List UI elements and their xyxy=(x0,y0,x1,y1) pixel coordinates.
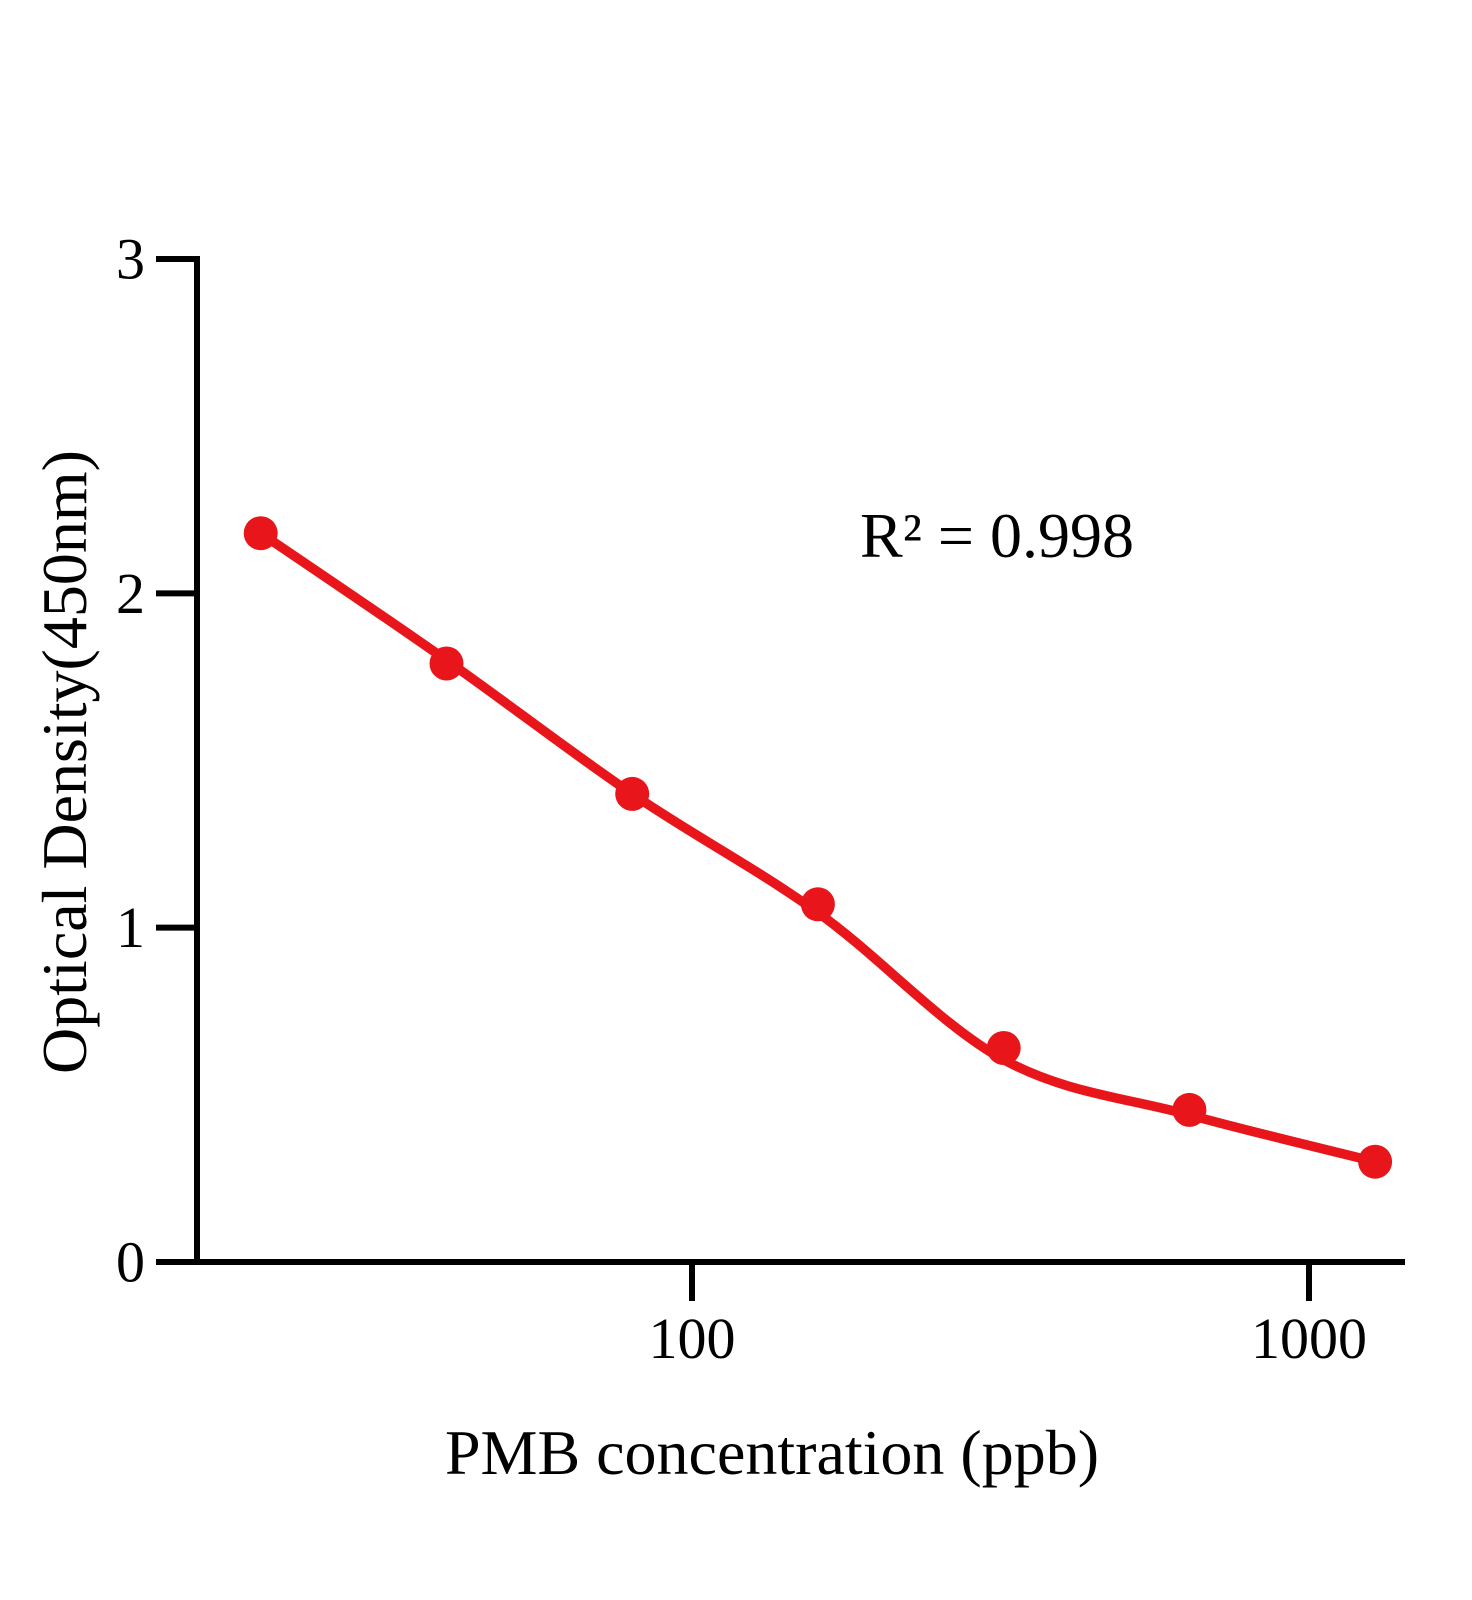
data-point xyxy=(615,776,650,811)
y-axis-title: Optical Density(450nm) xyxy=(29,450,100,1074)
y-tick-label: 0 xyxy=(116,1230,145,1295)
data-point xyxy=(986,1031,1021,1065)
data-point xyxy=(1358,1144,1393,1179)
y-tick-label: 3 xyxy=(116,227,145,292)
data-point xyxy=(1172,1092,1207,1127)
x-tick-label: 1000 xyxy=(1251,1306,1367,1371)
data-point xyxy=(243,516,278,551)
x-axis-title: PMB concentration (ppb) xyxy=(445,1417,1099,1488)
r-squared-annotation: R² = 0.998 xyxy=(860,500,1134,571)
y-tick-label: 2 xyxy=(116,561,145,626)
fit-curve xyxy=(255,528,1380,1167)
data-point xyxy=(800,887,835,922)
x-tick-label: 100 xyxy=(649,1306,736,1371)
data-point xyxy=(429,646,464,681)
y-tick-label: 1 xyxy=(116,895,145,960)
